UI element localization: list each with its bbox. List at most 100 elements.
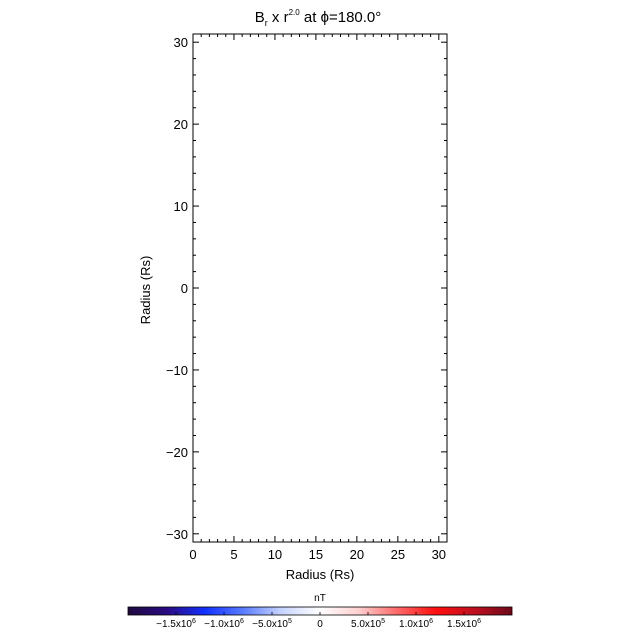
field-wedge: [193, 288, 360, 489]
field-wedge: [193, 42, 243, 288]
field-wedge: [193, 288, 383, 468]
field-wedge: [193, 288, 379, 471]
field-wedge: [193, 288, 439, 351]
field-wedge: [193, 125, 397, 288]
field-wedge: [193, 207, 439, 288]
field-wedge: [193, 53, 307, 288]
field-wedge: [193, 42, 220, 288]
field-wedge: [193, 288, 417, 421]
field-wedge: [193, 288, 439, 302]
x-tick-label: 5: [230, 547, 237, 562]
field-wedge: [193, 42, 256, 288]
field-wedge: [193, 288, 367, 483]
field-wedge: [193, 288, 363, 486]
field-wedge: [193, 288, 295, 528]
field-wedge: [193, 288, 286, 531]
field-wedge: [193, 89, 363, 288]
field-wedge: [193, 288, 370, 480]
field-wedge: [193, 288, 439, 329]
field-wedge: [193, 288, 439, 355]
x-tick-label: 10: [268, 547, 282, 562]
x-tick-label: 30: [432, 547, 446, 562]
field-wedge: [193, 288, 315, 518]
field-wedge: [193, 288, 338, 505]
field-wedge: [193, 98, 373, 288]
colorbar-tick-label: −1.0x106: [204, 618, 244, 630]
field-wedge: [193, 288, 400, 447]
field-wedge: [193, 288, 386, 465]
field-wedge: [193, 71, 338, 289]
x-tick-label: 15: [309, 547, 323, 562]
x-tick-label: 0: [189, 547, 196, 562]
field-wedge: [193, 52, 303, 289]
field-wedge: [193, 59, 319, 289]
y-tick-label: −10: [166, 363, 188, 378]
y-tick-label: 10: [174, 199, 188, 214]
field-wedge: [193, 288, 436, 381]
field-wedge: [193, 42, 273, 288]
field-wedge: [193, 132, 402, 288]
field-wedge: [193, 139, 407, 288]
colorbar-label: nT: [314, 593, 326, 604]
colorbar-tick-label: −1.5x106: [156, 618, 196, 630]
field-wedge: [193, 50, 298, 288]
field-wedge: [193, 95, 370, 288]
field-wedge: [193, 288, 439, 315]
y-tick-label: −30: [166, 527, 188, 542]
field-wedge: [193, 288, 439, 368]
field-wedge: [193, 73, 342, 288]
field-wedge: [193, 288, 438, 377]
field-wedge: [193, 288, 307, 522]
field-wedge: [193, 288, 424, 410]
field-wedge: [193, 288, 419, 418]
field-wedge: [193, 76, 345, 289]
field-wedge: [193, 288, 435, 385]
y-axis: −30 −20 −10 0 10 20 30: [166, 35, 447, 542]
field-wedge: [193, 288, 439, 360]
field-wedge: [193, 150, 415, 288]
colorbar-tick-label: 1.0x106: [399, 618, 433, 630]
field-wedge: [193, 288, 439, 311]
field-wedge: [193, 42, 212, 288]
colorbar-ticks: −1.5x106 −1.0x106 −5.0x105 0 5.0x105 1.0x106 1…: [156, 612, 481, 630]
colorbar-tick-label: 1.5x106: [447, 618, 481, 630]
field-wedge: [193, 287, 439, 293]
x-tick-label: 20: [350, 547, 364, 562]
field-wedge: [193, 288, 429, 398]
field-wedge: [193, 42, 265, 288]
field-wedge: [193, 102, 376, 289]
field-wedge: [193, 154, 417, 288]
field-wedge: [193, 203, 439, 288]
field-wedge: [193, 190, 434, 288]
field-wedge: [193, 57, 315, 289]
field-wedge: [193, 46, 290, 288]
x-tick-label: 25: [391, 547, 405, 562]
field-wedge: [193, 288, 323, 514]
field-wedge: [193, 158, 419, 288]
field-wedge: [193, 288, 405, 440]
field-wedge: [193, 288, 394, 454]
field-wedge: [193, 195, 436, 288]
field-wedge: [193, 288, 431, 393]
field-wedge: [193, 84, 356, 289]
x-axis-label: Radius (Rs): [286, 567, 355, 582]
field-wedge: [193, 108, 382, 289]
y-axis-label: Radius (Rs): [138, 256, 153, 325]
field-wedge: [193, 42, 207, 288]
field-wedge: [193, 78, 349, 288]
field-wedge: [193, 68, 334, 288]
field-wedge: [193, 288, 426, 406]
field-wedge: [193, 166, 423, 288]
field-wedge: [193, 288, 331, 510]
field-wedge: [193, 288, 422, 414]
y-tick-label: 30: [174, 35, 188, 50]
field-image: [193, 42, 439, 534]
field-wedge: [193, 64, 326, 288]
field-wedge: [193, 288, 327, 512]
field-wedge: [193, 42, 198, 288]
field-wedge: [193, 42, 234, 288]
field-wedge: [193, 135, 405, 288]
field-wedge: [193, 288, 373, 477]
field-wedge: [193, 92, 366, 288]
